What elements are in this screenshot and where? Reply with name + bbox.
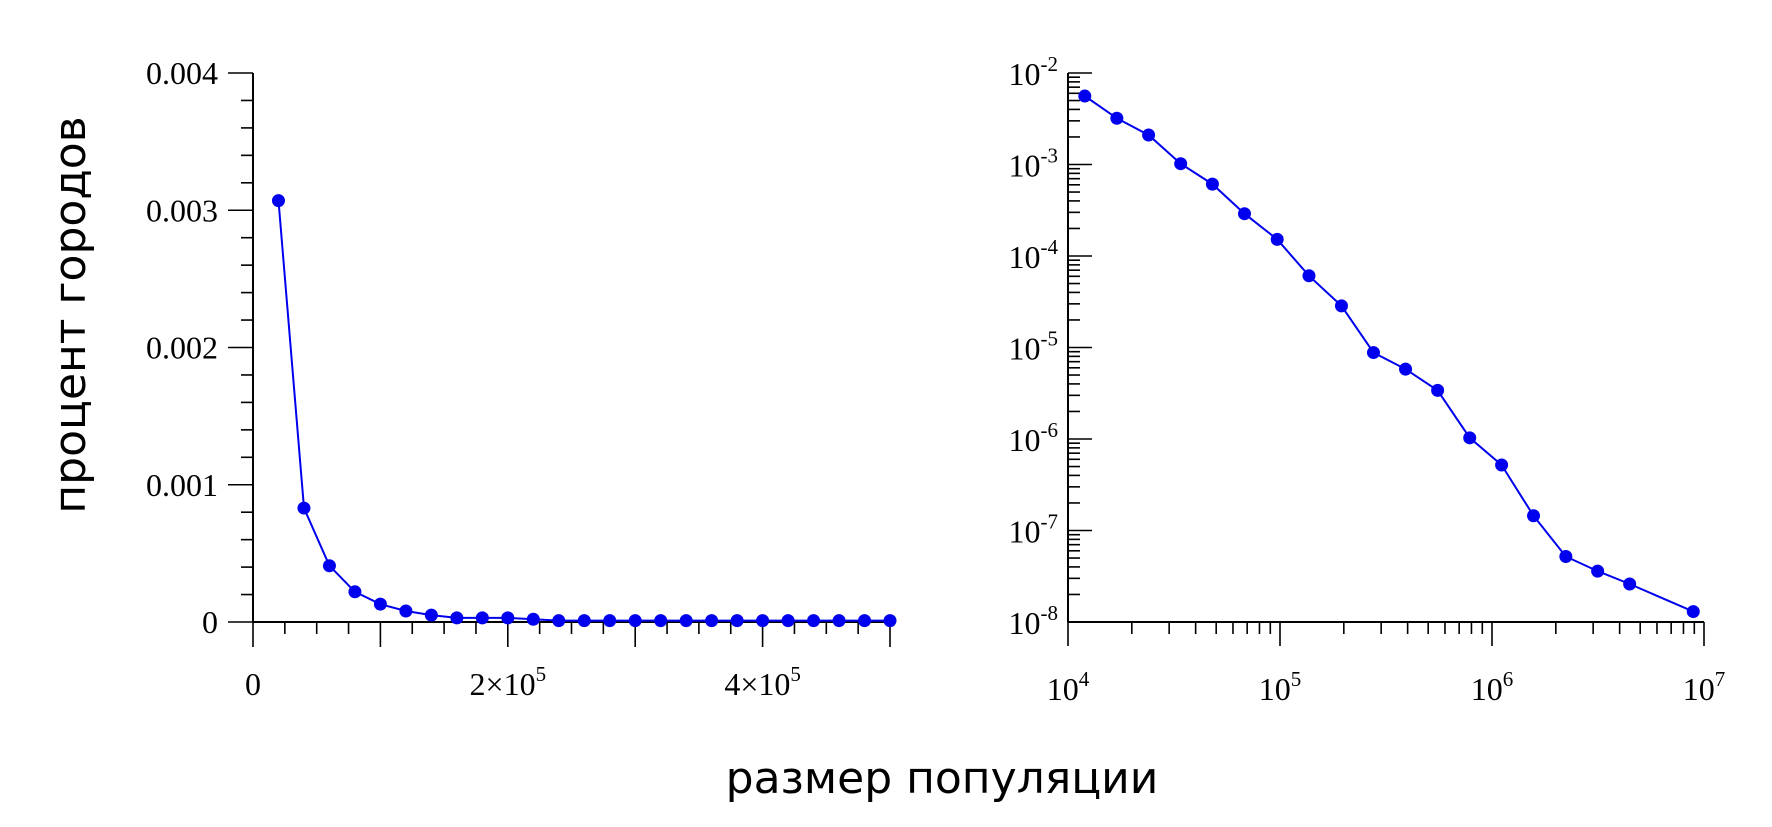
- x-tick-label: 107: [1683, 667, 1726, 707]
- data-point: [730, 614, 744, 628]
- data-point: [526, 612, 540, 626]
- y-tick-label: 10-8: [1009, 601, 1059, 641]
- data-point: [883, 614, 897, 628]
- data-point: [1270, 232, 1284, 246]
- data-point: [807, 614, 821, 628]
- x-tick-label: 105: [1259, 667, 1302, 707]
- data-point: [552, 614, 566, 628]
- data-point: [1110, 111, 1124, 125]
- data-point: [1237, 207, 1251, 221]
- y-tick-label: 10-3: [1009, 144, 1059, 184]
- x-tick-label: 4×105: [724, 662, 801, 702]
- data-point: [501, 611, 515, 625]
- data-point: [628, 614, 642, 628]
- y-tick-label: 0.004: [146, 55, 218, 91]
- data-point: [297, 501, 311, 515]
- data-point: [424, 608, 438, 622]
- data-point: [654, 614, 668, 628]
- log-log-chart: 10-2 10-3 10-4 10-5 10-6 10-7 10-8 104 105 106 107: [1009, 52, 1726, 707]
- data-point: [399, 604, 413, 618]
- data-point: [1495, 458, 1509, 472]
- data-point: [1302, 269, 1316, 283]
- data-point: [348, 585, 362, 599]
- x-tick-label: 2×105: [470, 662, 547, 702]
- data-point: [679, 614, 693, 628]
- x-tick-label: 104: [1047, 667, 1090, 707]
- y-axis-title: процент городов: [45, 116, 96, 513]
- data-point: [858, 614, 872, 628]
- data-point: [705, 614, 719, 628]
- data-point: [1559, 549, 1573, 563]
- linear-chart: 0 0.001 0.002 0.003 0.004 0 2×105 4×105: [146, 55, 897, 702]
- data-point: [1623, 577, 1637, 591]
- y-tick-label: 0.003: [146, 192, 218, 228]
- y-tick-label: 0: [202, 604, 218, 640]
- data-point: [603, 614, 617, 628]
- data-point: [1334, 299, 1348, 313]
- data-point: [450, 611, 464, 625]
- y-tick-label: 0.002: [146, 330, 218, 366]
- x-tick-label: 106: [1471, 667, 1514, 707]
- data-point: [1366, 346, 1380, 360]
- data-point: [1527, 509, 1541, 523]
- y-tick-label: 10-2: [1009, 52, 1059, 92]
- data-point: [322, 559, 336, 573]
- series-line: [277, 200, 890, 622]
- y-tick-label: 0.001: [146, 467, 218, 503]
- data-point: [577, 614, 591, 628]
- data-point: [1078, 89, 1092, 103]
- data-point: [1463, 431, 1477, 445]
- data-point: [1142, 128, 1156, 142]
- x-tick-label: 0: [245, 666, 261, 702]
- y-tick-label: 10-4: [1009, 235, 1059, 275]
- y-tick-label: 10-5: [1009, 327, 1059, 367]
- y-tick-label: 10-7: [1009, 510, 1059, 550]
- y-tick-label: 10-6: [1009, 418, 1059, 458]
- data-point: [271, 194, 285, 208]
- data-point: [1591, 564, 1605, 578]
- series-line: [1084, 95, 1694, 613]
- data-point: [1205, 177, 1219, 191]
- data-point: [373, 597, 387, 611]
- data-point: [475, 611, 489, 625]
- data-point: [756, 614, 770, 628]
- x-axis-title: размер популяции: [726, 753, 1159, 804]
- data-point: [1431, 383, 1445, 397]
- data-point: [781, 614, 795, 628]
- data-point: [1174, 157, 1188, 171]
- data-point: [1686, 605, 1700, 619]
- data-point: [1399, 362, 1413, 376]
- data-point: [832, 614, 846, 628]
